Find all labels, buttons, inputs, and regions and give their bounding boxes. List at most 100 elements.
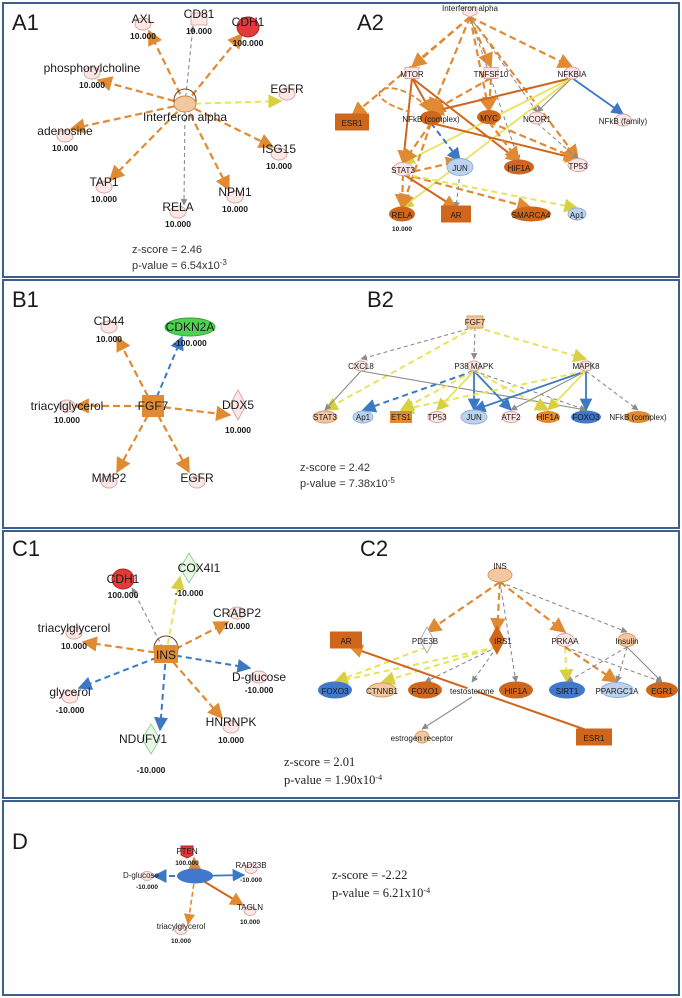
- edges-layer: [69, 16, 663, 926]
- node-c2-testosterone-label: testosterone: [450, 687, 495, 696]
- node-a1-adenosine: [56, 129, 74, 143]
- node-a2-nfkbia-label: NFKBIA: [558, 70, 588, 79]
- node-a2-interferon-alpha: [462, 6, 478, 18]
- node-b2-stat3-shape: [312, 410, 338, 424]
- node-a2-tp53-shape: [567, 158, 589, 172]
- node-a2-nfkb-family-label: NFkB (family): [599, 117, 648, 126]
- node-c1-d-glucose-label: D-glucose: [232, 670, 286, 684]
- panel-label-c1: C1: [12, 536, 40, 561]
- node-a2-mtor-shape: [404, 67, 420, 79]
- node-a1-adenosine-shape: [56, 129, 74, 143]
- panel-label-b2: B2: [367, 287, 394, 312]
- node-b2-cxcl8-shape: [353, 360, 369, 372]
- node-a2-ncor1-shape: [528, 111, 546, 125]
- node-d-triacylglycerol: [174, 925, 188, 935]
- node-a2-esr1: [335, 113, 369, 131]
- node-c1-ins-shape: [154, 645, 178, 663]
- node-a2-nfkb-complex: [420, 111, 442, 125]
- edge-b2-fgf7-mapk8: [474, 326, 588, 363]
- edge-a2-ncor1-tp53: [536, 122, 579, 160]
- edge-a2-tnfsf10-nfkb-complex: [429, 77, 492, 113]
- edge-a2-nfkb-complex-stat3: [402, 122, 432, 165]
- node-c2-estrogen-receptor-label: estrogen receptor: [391, 734, 454, 743]
- node-c1-cdh1-value: 100.000: [108, 590, 139, 600]
- node-b2-hif1a-shape: [536, 411, 560, 423]
- panel-label-c2: C2: [360, 536, 388, 561]
- edge-b2-mapk8-jun: [472, 370, 587, 413]
- node-c2-insulin-label: Insulin: [615, 637, 638, 646]
- node-d-d-glucose: [140, 871, 154, 881]
- node-d-tagln-shape: [243, 906, 257, 916]
- node-c2-estrogen-receptor: [414, 730, 430, 744]
- node-a1-interferon-alpha-shape: [173, 95, 197, 113]
- node-a2-rela-shape: [389, 206, 415, 222]
- edge-b1-cdkn2a: [152, 335, 184, 407]
- node-d-tagln: [243, 906, 257, 916]
- nodes-layer: [56, 6, 678, 935]
- node-b1-cdkn2a-value: -100.000: [173, 338, 207, 348]
- node-c1-triacylglycerol-shape: [65, 626, 83, 640]
- p-value-exponent-b2: -5: [388, 476, 396, 485]
- node-a1-cdh1: [236, 16, 260, 38]
- node-a2-stat3-label: STAT3: [391, 166, 415, 175]
- node-b1-egfr: [188, 475, 206, 489]
- node-c2-estrogen-receptor-shape: [414, 730, 430, 744]
- node-a2-rela-value: 10.000: [392, 226, 412, 233]
- edge-c2-testosterone-estrogen-receptor: [421, 696, 473, 730]
- node-b1-triacylglycerol-value: 10.000: [54, 415, 80, 425]
- p-value-exponent-a1: -3: [220, 258, 228, 267]
- node-a1-npm1-shape: [226, 190, 244, 204]
- node-b1-egfr-shape: [188, 475, 206, 489]
- node-b1-cd44-value: 10.000: [96, 334, 122, 344]
- node-b2-stat3-label: STAT3: [313, 413, 337, 422]
- edge-a1-tap1: [108, 103, 186, 182]
- node-c1-glycerol-shape: [61, 690, 79, 704]
- node-a1-npm1: [226, 190, 244, 204]
- node-a1-axl-label: AXL: [132, 12, 155, 26]
- node-a2-hif1a-shape: [504, 159, 534, 175]
- node-b1-cd44: [100, 320, 118, 334]
- p-value-d: p-value = 6.21x10-4: [332, 886, 430, 901]
- node-b2-cxcl8-label: CXCL8: [348, 362, 374, 371]
- edge-c2-ins-irs1: [490, 581, 506, 634]
- node-a1-rela-value: 10.000: [165, 219, 191, 229]
- node-c2-foxo3: [318, 681, 352, 699]
- node-a1-adenosine-value: 10.000: [52, 143, 78, 153]
- node-c2-sirt1-shape: [549, 681, 585, 699]
- node-b2-nfkb-complex: [625, 411, 651, 423]
- node-b1-fgf7-shape: [142, 395, 164, 417]
- edge-a2-nfkbia-nfkb-family: [571, 77, 625, 115]
- node-c1-cox4i1-label: COX4I1: [178, 561, 221, 575]
- node-c2-sirt1: [549, 681, 585, 699]
- edge-b2-mapk8-nfkb-complex: [585, 370, 639, 411]
- edge-a2-nfkbia-nfkb-complex: [429, 77, 573, 116]
- node-b1-mmp2-label: MMP2: [92, 471, 127, 485]
- node-a2-jun-shape: [446, 158, 474, 176]
- node-c2-foxo1: [408, 681, 442, 699]
- edge-d-triacylglycerol: [183, 875, 196, 926]
- node-b2-p38-mapk-label: P38 MAPK: [454, 362, 494, 371]
- node-a2-mtor-label: MTOR: [400, 70, 424, 79]
- node-c2-ar-shape: [330, 631, 362, 649]
- node-a1-isg15-label: ISG15: [262, 142, 296, 156]
- node-b2-foxo3-shape: [571, 410, 601, 424]
- node-a1-cdh1-shape: [236, 16, 260, 38]
- panel-label-b1: B1: [12, 287, 39, 312]
- node-b1-ddx5: [229, 389, 247, 421]
- node-b2-jun: [460, 409, 488, 425]
- node-c1-hnrnpk-value: 10.000: [218, 735, 244, 745]
- node-a1-interferon-alpha: [173, 95, 197, 113]
- node-c1-cox4i1-value: -10.000: [175, 588, 204, 598]
- node-d-tagln-label: TAGLN: [237, 903, 263, 912]
- node-c2-hif1a: [499, 681, 533, 699]
- node-c1-glycerol: [61, 690, 79, 704]
- node-d-pten-value: 100.000: [175, 860, 199, 867]
- node-b2-mapk8-label: MAPK8: [572, 362, 600, 371]
- node-b2-tp53-label: TP53: [427, 413, 447, 422]
- edge-b2-p38-mapk-ets1: [399, 370, 475, 411]
- node-c2-prkaa-shape: [555, 633, 575, 647]
- edge-a2-nfkbia-rela: [400, 77, 573, 209]
- node-a1-cd81-value: 10.000: [186, 26, 212, 36]
- node-b1-ddx5-shape: [229, 389, 247, 421]
